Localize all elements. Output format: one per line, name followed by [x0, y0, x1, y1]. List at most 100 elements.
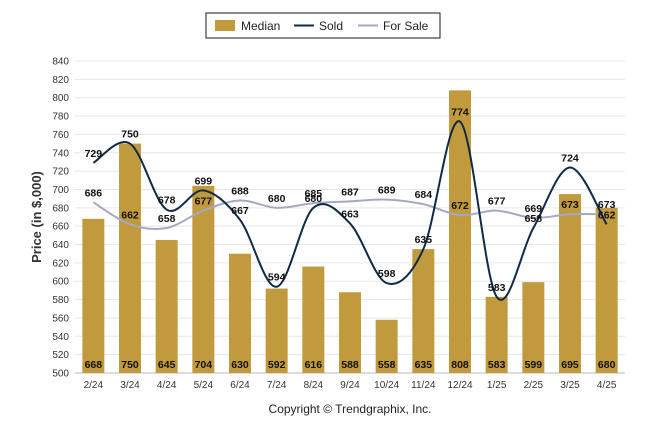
bar: [339, 292, 361, 373]
sold-value-label: 680: [305, 193, 323, 205]
y-tick-label: 820: [52, 75, 69, 86]
x-tick-label: 2/25: [524, 380, 544, 391]
y-tick-label: 580: [52, 295, 69, 306]
sold-value-label: 583: [488, 282, 506, 294]
bar-value-label: 616: [305, 359, 323, 371]
for-sale-value-label: 677: [488, 196, 506, 208]
bar: [265, 288, 288, 373]
for-sale-value-label: 677: [195, 196, 213, 208]
legend-median-label: Median: [241, 19, 280, 33]
bar: [302, 266, 325, 373]
bar-value-label: 588: [341, 359, 359, 371]
legend-box: [205, 12, 441, 39]
sold-value-label: 729: [85, 148, 103, 160]
x-tick-label: 4/25: [597, 380, 617, 391]
for-sale-value-label: 669: [525, 203, 543, 215]
bar-value-label: 558: [378, 359, 396, 371]
bar: [82, 218, 105, 373]
for-sale-value-label: 686: [85, 187, 103, 199]
y-axis-label: Price (in $,000): [29, 171, 44, 263]
y-tick-label: 700: [52, 185, 69, 196]
sold-value-label: 678: [158, 195, 176, 207]
y-tick-label: 600: [52, 277, 69, 288]
bar: [375, 319, 398, 373]
sold-value-label: 699: [195, 175, 213, 187]
for-sale-value-label: 685: [305, 188, 323, 200]
x-tick-label: 7/24: [267, 380, 287, 391]
legend-median-swatch: [215, 20, 235, 31]
bars: [82, 90, 618, 373]
bar-value-label: 630: [231, 359, 249, 371]
bar-value-label: 808: [451, 359, 469, 371]
data-labels: 668 750 645 704 630 592 616 588 558 635 808 583 599 6…: [85, 107, 616, 371]
bar: [119, 143, 141, 373]
sold-value-label: 635: [415, 234, 433, 246]
bar: [595, 207, 618, 373]
for-sale-value-label: 673: [598, 199, 616, 211]
y-tick-label: 640: [52, 240, 69, 251]
bar-value-label: 695: [561, 359, 579, 371]
y-tick-label: 800: [52, 93, 69, 104]
bar-value-label: 599: [525, 359, 543, 371]
x-tick-label: 2/24: [84, 380, 104, 391]
y-tick-label: 720: [52, 167, 69, 178]
bar-value-label: 704: [195, 359, 213, 371]
legend-sold-label: Sold: [319, 19, 343, 33]
y-tick-label: 760: [52, 130, 69, 141]
sold-value-label: 662: [598, 209, 616, 221]
y-tick-label: 840: [52, 57, 69, 68]
x-tick-label: 11/24: [411, 380, 436, 391]
sold-value-label: 667: [231, 205, 249, 217]
bar-value-label: 592: [268, 359, 286, 371]
x-tick-label: 10/24: [374, 380, 399, 391]
for-sale-value-label: 687: [341, 186, 359, 198]
x-tick-label: 5/24: [194, 380, 214, 391]
x-tick-label: 8/24: [304, 380, 324, 391]
y-axis-ticks: 500 520 540 560 580 600 620 640 660 680 700 720 740 7…: [52, 57, 69, 380]
bar: [522, 282, 545, 373]
bar: [449, 90, 471, 373]
sold-value-label: 750: [121, 129, 139, 141]
x-tick-label: 9/24: [340, 380, 360, 391]
y-tick-label: 740: [52, 148, 69, 159]
bar: [229, 253, 251, 373]
y-tick-label: 660: [52, 222, 69, 233]
y-tick-label: 620: [52, 258, 69, 269]
x-axis-ticks: 2/24 3/24 4/24 5/24 6/24 7/24 8/24 9/24 10/24 11/…: [84, 380, 617, 391]
bar-value-label: 750: [121, 359, 139, 371]
lines: [92, 120, 608, 301]
for-sale-value-label: 673: [561, 199, 579, 211]
for-sale-value-label: 684: [415, 189, 433, 201]
for-sale-value-label: 689: [378, 185, 396, 197]
for-sale-value-label: 680: [268, 193, 286, 205]
for-sale-line: [92, 198, 607, 231]
copyright-text: Copyright © Trendgraphix, Inc.: [269, 402, 432, 416]
for-sale-value-label: 672: [451, 200, 469, 212]
bar-value-label: 680: [598, 359, 616, 371]
legend: Median Sold For Sale: [205, 12, 441, 39]
sold-value-label: 594: [268, 272, 286, 284]
bar-value-label: 645: [158, 359, 176, 371]
y-tick-label: 540: [52, 332, 69, 343]
x-tick-label: 4/24: [157, 380, 177, 391]
for-sale-value-label: 662: [121, 209, 139, 221]
sold-value-label: 663: [341, 208, 359, 220]
bar: [485, 296, 508, 373]
bar: [412, 249, 435, 373]
y-tick-label: 560: [52, 313, 69, 324]
sold-value-label: 774: [451, 107, 469, 119]
y-tick-label: 500: [52, 369, 69, 380]
for-sale-value-label: 658: [158, 213, 176, 225]
y-tick-label: 680: [52, 203, 69, 214]
bar: [155, 239, 178, 373]
legend-for-sale-label: For Sale: [383, 19, 429, 33]
x-tick-label: 6/24: [230, 380, 250, 391]
bar: [192, 185, 215, 373]
sold-value-label: 598: [378, 268, 396, 280]
x-tick-label: 1/25: [487, 380, 507, 391]
bar-value-label: 583: [488, 359, 506, 371]
sold-value-label: 724: [561, 152, 579, 164]
y-tick-label: 520: [52, 350, 69, 361]
